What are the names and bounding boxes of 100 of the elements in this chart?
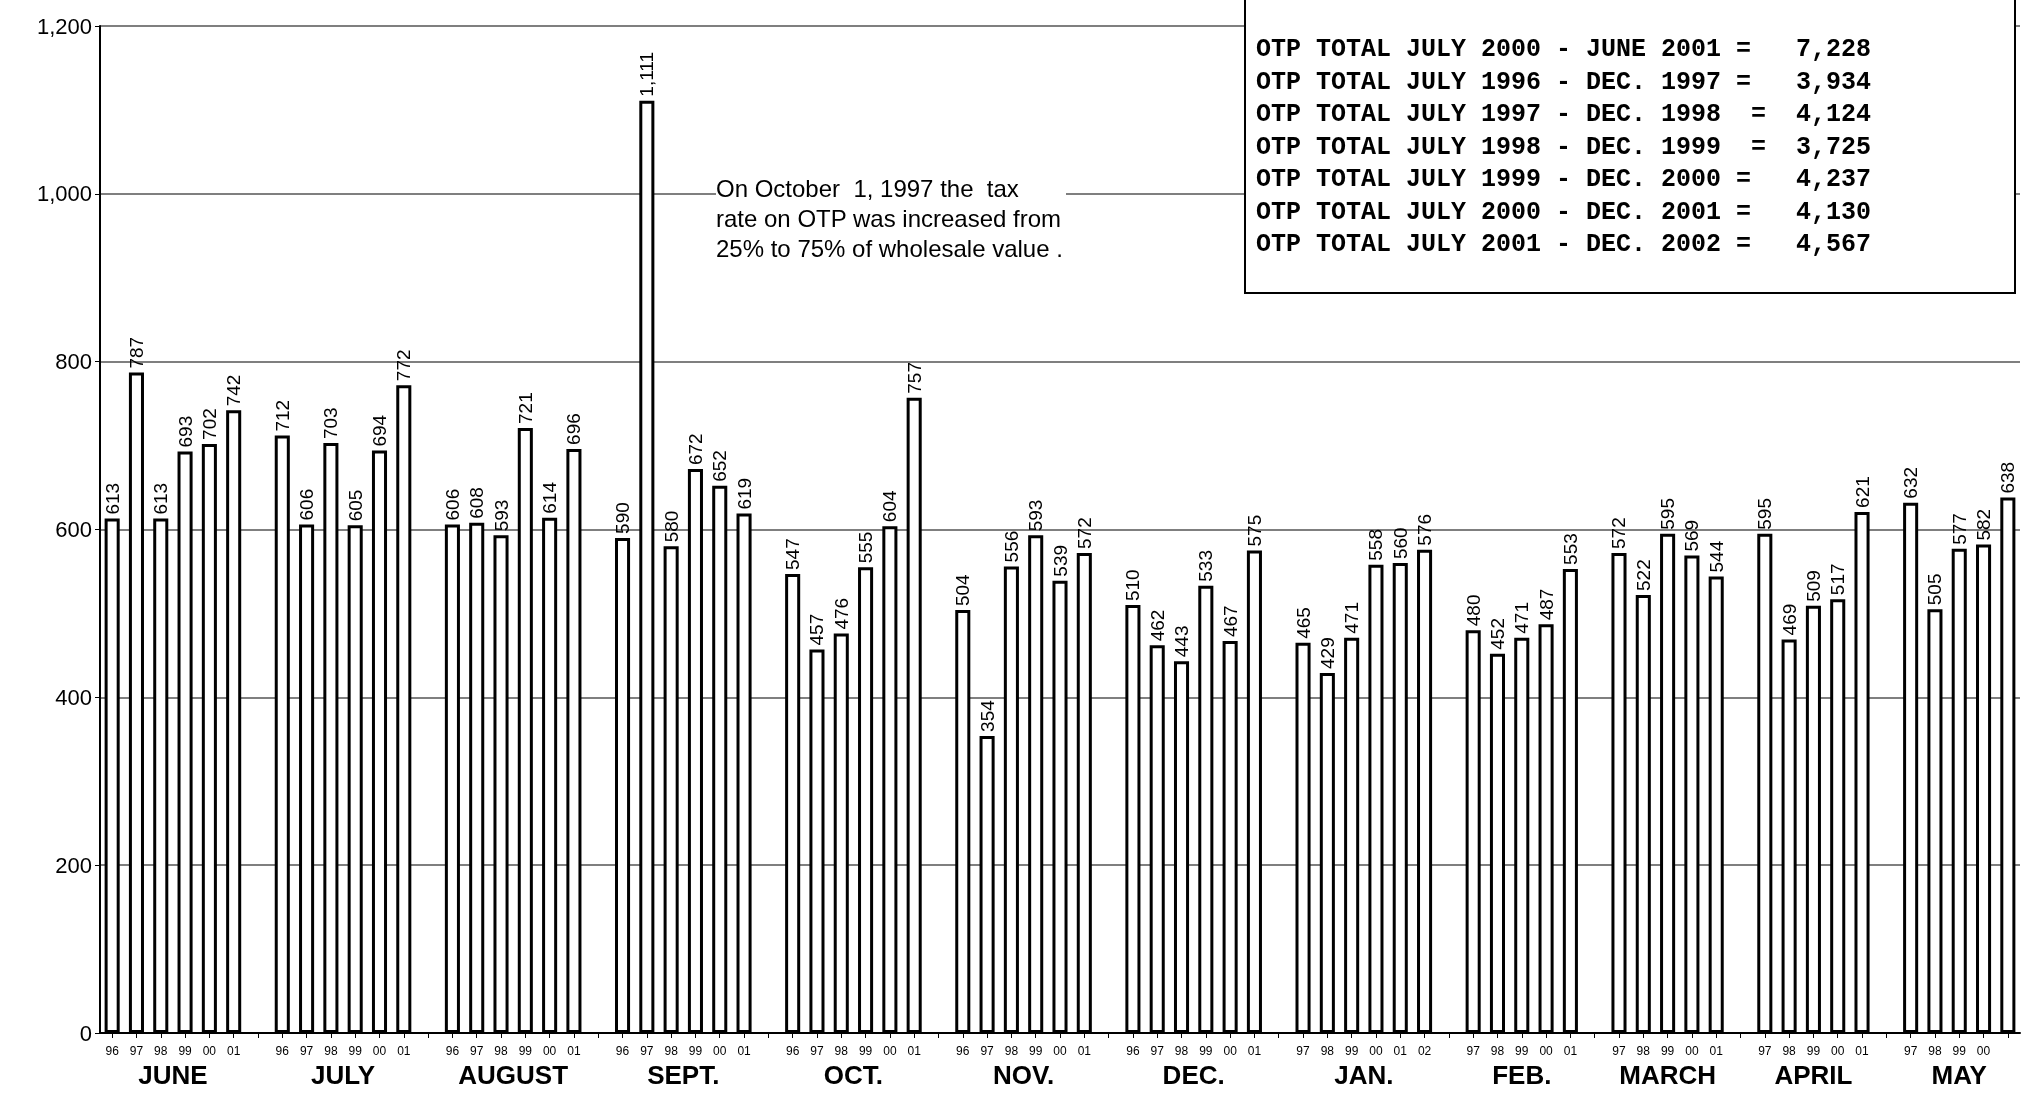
data-label: 553 [1559,533,1581,565]
x-tick-label: 97 [1612,1044,1626,1058]
data-label: 613 [150,482,172,515]
series-label: JUNE [138,1060,208,1090]
x-tick-label: 99 [1952,1044,1967,1058]
x-tick-label: 97 [1758,1044,1772,1058]
x-tick-label: 00 [883,1044,897,1058]
data-label: 632 [1900,466,1922,499]
y-tick-label: 1,000 [36,181,92,207]
x-tick-label: 98 [1174,1044,1189,1058]
data-label: 604 [879,490,901,523]
data-label: 556 [1000,530,1022,563]
x-tick-label: 01 [226,1044,241,1058]
x-tick-label: 96 [445,1044,460,1058]
data-label: 558 [1365,529,1387,561]
x-tick-label: 96 [785,1044,800,1058]
series-label: APRIL [1774,1060,1853,1090]
data-label: 575 [1243,514,1265,547]
x-tick-label: 99 [1515,1044,1529,1058]
x-tick-label: 97 [980,1044,995,1058]
data-label: 467 [1219,605,1241,638]
x-tick-label: 98 [1636,1044,1651,1058]
data-label: 576 [1414,513,1436,546]
x-tick-label: 01 [1709,1044,1724,1058]
x-tick-label: 00 [713,1044,727,1058]
x-tick-label: 97 [1903,1044,1918,1058]
x-tick-label: 01 [1247,1044,1262,1058]
data-label: 555 [855,531,877,564]
x-tick-label: 98 [494,1044,509,1058]
data-label: 544 [1705,540,1727,573]
x-tick-label: 01 [397,1044,411,1058]
y-tick-label: 200 [55,852,92,878]
data-label: 572 [1608,517,1630,549]
x-tick-label: 97 [129,1044,144,1058]
series-label: SEPT. [647,1060,720,1090]
x-tick-label: 97 [1466,1044,1481,1058]
data-label: 577 [1948,513,1970,545]
series-label: DEC. [1162,1060,1225,1090]
x-tick-label: 99 [518,1044,533,1058]
x-tick-label: 98 [1320,1044,1335,1058]
data-label: 572 [1073,517,1095,549]
x-tick-label: 01 [567,1044,581,1058]
x-tick-label: 96 [615,1044,630,1058]
data-label: 672 [684,433,706,466]
x-tick-label: 98 [664,1044,679,1058]
x-tick-label: 97 [299,1044,314,1058]
data-label: 702 [198,408,220,440]
data-label: 509 [1802,570,1824,602]
data-label: 457 [806,613,828,646]
x-tick-label: 96 [1126,1044,1140,1058]
data-label: 510 [1122,569,1144,602]
x-tick-label: 00 [542,1044,557,1058]
x-tick-label: 99 [1660,1044,1675,1058]
data-label: 595 [1657,497,1679,530]
data-label: 1,111 [636,51,658,97]
data-label: 619 [733,477,755,510]
x-tick-label: 99 [1344,1044,1359,1058]
data-label: 354 [976,699,998,732]
data-label: 696 [563,413,585,445]
x-tick-label: 96 [275,1044,290,1058]
series-label: FEB. [1492,1060,1552,1090]
x-tick-label: 97 [810,1044,824,1058]
x-tick-label: 97 [1296,1044,1311,1058]
data-label: 712 [271,399,293,432]
data-label: 608 [466,487,488,519]
data-label: 757 [903,362,925,394]
data-label: 590 [612,502,634,534]
text-box: OTP TOTAL JULY 2000 - JUNE 2001 = 7,228 OTP TOTAL JULY 1996 - DEC. 1997 = 3,934 OTP TOTAL JULY 1997 - DEC. 1998 = 4,124 OTP TOTAL JULY 1998 - DEC. 1999 = 3,725 OTP TOTAL JULY 1999 - DEC. 2000 = 4,237 OTP TOTAL JULY 2000 - DEC. 2001 = 4,130 OTP TOTAL JULY 2001 - DEC. 2002 = 4,567 [1244,0,2016,294]
data-label: 787 [125,336,147,369]
x-tick-label: 00 [1223,1044,1238,1058]
x-tick-label: 01 [1563,1044,1578,1058]
x-tick-label: 97 [640,1044,654,1058]
data-label: 638 [1997,461,2019,494]
data-label: 582 [1973,508,1995,541]
data-label: 569 [1681,519,1703,552]
data-label: 742 [223,374,245,407]
data-label: 606 [296,488,318,521]
series-label: OCT. [823,1060,884,1090]
series-label: JAN. [1334,1060,1394,1090]
x-tick-label: 98 [1004,1044,1019,1058]
x-tick-label: 99 [688,1044,703,1058]
data-label: 605 [344,489,366,522]
x-tick-label: 99 [858,1044,873,1058]
y-tick-label: 1,200 [36,13,92,39]
y-tick-label: 800 [55,349,92,375]
x-tick-label: 02 [1417,1044,1432,1058]
x-tick-label: 98 [1928,1044,1942,1058]
data-label: 580 [660,510,682,543]
x-tick-label: 00 [1369,1044,1383,1058]
x-tick-label: 97 [1150,1044,1165,1058]
data-label: 465 [1292,607,1314,639]
series-label: MARCH [1619,1060,1716,1090]
data-label: 539 [1049,544,1071,577]
data-label: 487 [1535,588,1557,621]
data-label: 480 [1462,594,1484,627]
data-label: 560 [1389,527,1411,560]
data-label: 772 [393,349,415,382]
x-tick-label: 99 [1029,1044,1043,1058]
data-label: 621 [1851,476,1873,508]
data-label: 452 [1486,617,1508,650]
